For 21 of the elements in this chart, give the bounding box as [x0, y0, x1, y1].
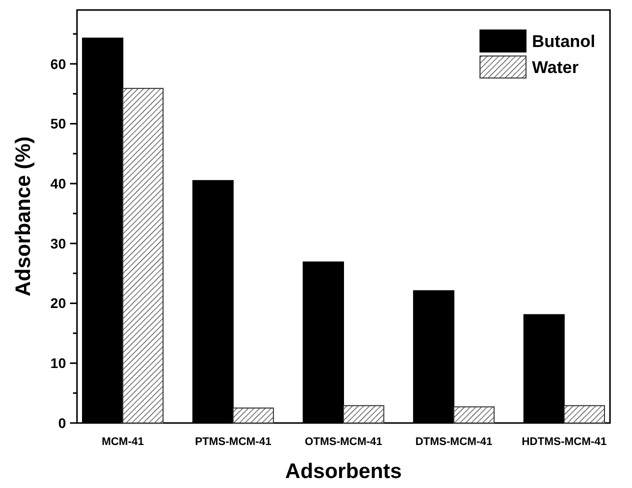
- bar: [343, 405, 384, 424]
- x-axis-title: Adsorbents: [285, 460, 402, 483]
- y-tick-label: 20: [50, 295, 66, 312]
- legend-label: Butanol: [532, 32, 596, 51]
- y-tick-label: 40: [50, 175, 66, 192]
- bar: [122, 88, 164, 424]
- x-tick-label: OTMS-MCM-41: [304, 436, 382, 448]
- x-tick-label: DTMS-MCM-41: [415, 436, 492, 448]
- x-tick-label: PTMS-MCM-41: [194, 436, 272, 448]
- bar: [564, 405, 605, 424]
- y-axis-title: Adsorbance (%): [12, 136, 35, 296]
- bar: [232, 408, 274, 424]
- y-tick-label: 50: [50, 116, 66, 132]
- x-tick-label: MCM-41: [102, 436, 144, 448]
- y-tick-label: 10: [50, 355, 66, 372]
- y-tick-label: 0: [58, 414, 66, 431]
- x-tick-label: HDTMS-MCM-41: [522, 436, 607, 448]
- bar: [453, 406, 495, 424]
- y-tick-label: 30: [50, 235, 66, 252]
- y-tick-label: 60: [50, 56, 66, 72]
- legend-label: Water: [532, 58, 579, 77]
